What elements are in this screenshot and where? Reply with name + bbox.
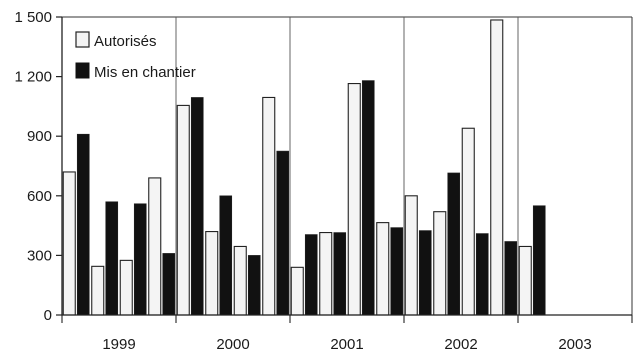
bar-mis-en-chantier [247,255,261,316]
bar-autorises [91,265,105,316]
bar-mis-en-chantier [532,205,546,316]
grid-layer [62,16,633,323]
bar-autorises [376,222,390,316]
bar-autorises [290,266,304,316]
y-tick-label: 300 [27,247,52,264]
bar-autorises [490,19,504,316]
x-tick-label: 1999 [102,336,135,353]
y-tick-label: 0 [44,307,52,324]
bar-mis-en-chantier [333,232,347,316]
legend-label-autorises: Autorisés [94,33,157,50]
bar-autorises [347,83,361,316]
bar-mis-en-chantier [475,233,489,316]
bar-autorises [262,96,276,316]
bar-autorises [119,259,133,316]
legend-swatch-mis-en-chantier [75,62,90,79]
y-tick-label: 900 [27,128,52,145]
bar-mis-en-chantier [276,150,290,316]
y-tick-label: 600 [27,188,52,205]
bar-mis-en-chantier [133,203,147,316]
bar-mis-en-chantier [190,97,204,316]
bar-mis-en-chantier [304,234,318,316]
bar-mis-en-chantier [447,172,461,316]
bar-autorises [62,171,76,316]
bar-mis-en-chantier [76,133,90,316]
legend-label-mis-en-chantier: Mis en chantier [94,64,196,81]
bar-mis-en-chantier [219,195,233,316]
bar-autorises [518,245,532,316]
bar-mis-en-chantier [504,241,518,316]
bar-autorises [205,231,219,316]
x-tick-label: 2000 [216,336,249,353]
x-tick-label: 2003 [558,336,591,353]
bar-autorises [176,104,190,316]
legend-swatch-autorises [75,31,90,48]
bar-mis-en-chantier [418,230,432,316]
bar-autorises [404,195,418,316]
bar-autorises [233,245,247,316]
bar-mis-en-chantier [105,201,119,316]
bar-autorises [461,127,475,316]
legend: Autorisés Mis en chantier [75,31,196,81]
bar-autorises [433,211,447,316]
bar-mis-en-chantier [361,80,375,316]
bar-autorises [319,232,333,316]
y-tick-label: 1 200 [14,69,52,86]
x-tick-label: 2002 [444,336,477,353]
bar-mis-en-chantier [390,227,404,316]
x-tick-label: 2001 [330,336,363,353]
y-tick-label: 1 500 [14,9,52,26]
bars-layer [62,19,546,316]
bar-autorises [148,177,162,316]
bar-mis-en-chantier [162,253,176,316]
